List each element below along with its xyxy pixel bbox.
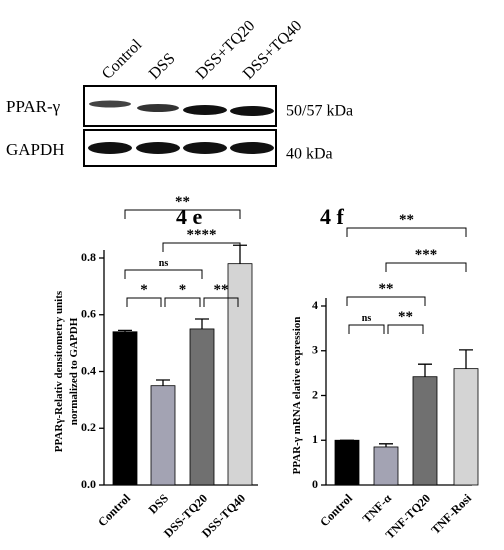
- significance-label: **: [379, 281, 394, 297]
- x-tick-label: Control: [317, 491, 355, 529]
- y-tick-label: 4: [312, 298, 318, 312]
- error-bar: [418, 363, 432, 377]
- y-tick-label: 0.8: [81, 250, 96, 264]
- bar: [412, 376, 438, 486]
- significance-bracket: [385, 262, 467, 272]
- band: [183, 142, 227, 154]
- band: [137, 104, 179, 112]
- size-label: 40 kDa: [286, 146, 333, 163]
- significance-label: ns: [362, 313, 372, 324]
- lane-label: DSS: [146, 50, 179, 83]
- band: [230, 142, 274, 154]
- bar: [189, 328, 215, 486]
- y-tick-label: 1: [312, 432, 318, 446]
- band: [183, 105, 227, 115]
- band: [89, 100, 131, 108]
- y-axis-label: normalized to GAPDH: [68, 317, 80, 425]
- y-tick-label: 0.6: [81, 307, 96, 321]
- significance-bracket: [387, 324, 424, 334]
- y-tick-label: 0.2: [81, 420, 96, 434]
- y-tick-label: 0.0: [81, 477, 96, 491]
- bar: [112, 331, 138, 486]
- bar: [150, 385, 176, 486]
- bar: [453, 368, 479, 486]
- significance-bracket: [348, 324, 385, 334]
- significance-label: ns: [159, 258, 169, 269]
- band: [88, 142, 132, 154]
- bar: [227, 263, 253, 486]
- significance-label: ***: [415, 247, 438, 263]
- band: [230, 106, 274, 116]
- y-axis-label: PPARγ-Relativ densitometry units: [53, 290, 65, 452]
- error-bar: [379, 443, 393, 447]
- significance-bracket: [124, 209, 241, 219]
- y-tick-label: 0: [312, 477, 318, 491]
- significance-label: **: [398, 309, 413, 325]
- error-bar: [118, 329, 132, 332]
- bar: [334, 439, 360, 486]
- significance-bracket: [162, 242, 241, 252]
- y-tick-label: 3: [312, 343, 318, 357]
- row-label: PPAR-γ: [6, 97, 61, 116]
- significance-label: **: [214, 282, 229, 298]
- significance-label: *: [140, 282, 148, 298]
- bar: [373, 446, 399, 486]
- error-bar: [459, 349, 473, 369]
- significance-bracket: [203, 297, 239, 307]
- lane-label: Control: [99, 36, 146, 83]
- significance-label: ****: [187, 227, 217, 243]
- significance-label: **: [399, 212, 414, 228]
- significance-bracket: [346, 227, 467, 237]
- y-tick-label: 0.4: [81, 363, 96, 377]
- size-label: 50/57 kDa: [286, 103, 353, 120]
- error-bar: [195, 318, 209, 329]
- significance-bracket: [126, 297, 162, 307]
- significance-label: **: [175, 194, 190, 210]
- significance-bracket: [346, 296, 426, 306]
- panel-label: 4 e: [176, 204, 203, 229]
- x-tick-label: TNF-α: [360, 491, 395, 526]
- significance-label: *: [179, 282, 187, 298]
- panel-label: 4 f: [320, 204, 345, 229]
- x-tick-label: DSS: [146, 491, 172, 517]
- significance-bracket: [164, 297, 201, 307]
- y-axis-label: PPAR-γ mRNA elative expression: [291, 317, 303, 475]
- significance-bracket: [124, 269, 203, 279]
- x-tick-label: Control: [95, 491, 133, 529]
- x-tick-label: TNF-Rosi: [428, 491, 474, 537]
- row-label: GAPDH: [6, 140, 65, 159]
- y-tick-label: 2: [312, 387, 318, 401]
- blot: [83, 85, 277, 167]
- error-bar: [156, 379, 170, 386]
- band: [136, 142, 180, 154]
